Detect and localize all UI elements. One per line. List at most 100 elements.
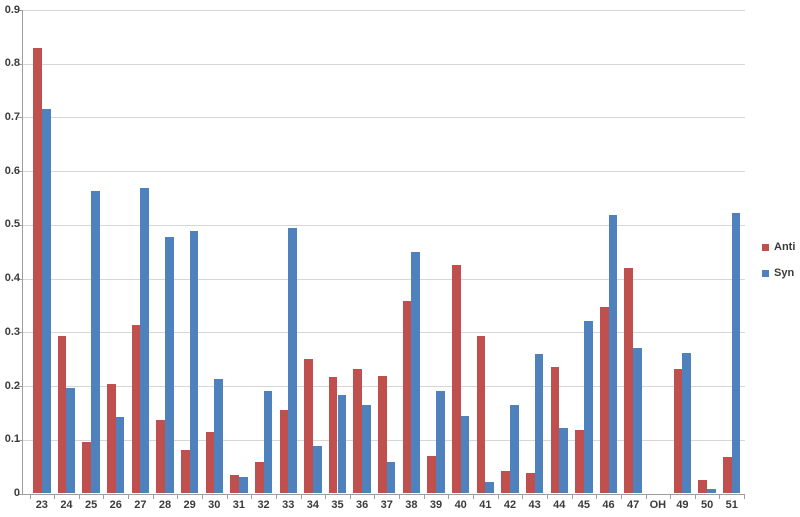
bar-syn-32 xyxy=(263,390,273,494)
x-axis-tick xyxy=(645,494,647,499)
x-axis-tick xyxy=(719,494,721,499)
legend-entry-syn: Syn xyxy=(762,267,795,280)
bar-anti-23 xyxy=(33,47,42,494)
bar-syn-49 xyxy=(682,352,692,494)
bar-anti-33 xyxy=(279,410,289,494)
bar-syn-39 xyxy=(436,391,445,494)
y-axis-label: 0.2 xyxy=(4,379,20,392)
x-axis-tick xyxy=(349,494,351,499)
bar-syn-36 xyxy=(362,405,371,494)
x-axis-line xyxy=(22,493,745,495)
bar-anti-37 xyxy=(378,375,387,494)
bar-syn-35 xyxy=(337,394,347,494)
y-axis-label: 0.3 xyxy=(4,325,20,338)
bar-anti-49 xyxy=(673,368,683,494)
x-axis-label: 51 xyxy=(725,499,738,511)
x-axis-label: 41 xyxy=(479,499,492,511)
bar-syn-26 xyxy=(115,416,125,494)
bar-syn-24 xyxy=(66,388,76,494)
bar-anti-47 xyxy=(624,267,634,494)
x-axis-tick xyxy=(128,494,130,499)
x-axis-label: 46 xyxy=(602,499,615,511)
legend-entry-anti: Anti xyxy=(762,241,795,254)
y-axis-label: 0.1 xyxy=(4,433,20,446)
bar-syn-30 xyxy=(214,379,223,494)
bar-anti-51 xyxy=(723,456,732,494)
gridline xyxy=(22,10,745,12)
x-axis-label: OH xyxy=(649,499,667,511)
bar-anti-50 xyxy=(698,480,708,494)
legend-label-anti: Anti xyxy=(774,241,796,253)
y-axis-tick xyxy=(18,439,22,441)
x-axis-label: 23 xyxy=(35,499,48,511)
bar-syn-40 xyxy=(460,416,470,494)
bar-syn-44 xyxy=(559,428,568,494)
x-axis-label: 40 xyxy=(454,499,467,511)
bar-anti-24 xyxy=(57,336,67,494)
bar-syn-38 xyxy=(411,252,421,494)
x-axis-label: 30 xyxy=(208,499,221,511)
x-axis-tick xyxy=(522,494,524,499)
y-axis-tick xyxy=(18,386,22,388)
x-axis-tick xyxy=(103,494,105,499)
y-axis-tick xyxy=(18,332,22,334)
y-axis-label: 0.4 xyxy=(4,272,20,285)
x-axis-label: 43 xyxy=(528,499,541,511)
bar-anti-38 xyxy=(402,300,412,494)
x-axis-tick xyxy=(152,494,154,499)
bar-syn-28 xyxy=(165,237,174,494)
y-axis-label: 0.8 xyxy=(4,57,20,70)
x-axis-tick xyxy=(374,494,376,499)
bar-anti-34 xyxy=(304,358,313,494)
x-axis-label: 39 xyxy=(429,499,443,511)
y-axis-label: 0.5 xyxy=(4,218,20,231)
bar-syn-34 xyxy=(312,446,322,494)
bar-syn-37 xyxy=(386,462,396,494)
bar-syn-50 xyxy=(707,489,716,494)
x-axis-tick xyxy=(300,494,302,499)
x-axis-label: 25 xyxy=(84,499,98,511)
bar-syn-47 xyxy=(633,347,642,494)
y-axis-line xyxy=(22,10,23,495)
x-axis-tick xyxy=(423,494,425,499)
y-axis-label: 0.7 xyxy=(4,110,20,123)
y-axis-label: 0.9 xyxy=(4,3,20,16)
y-axis-label: 0 xyxy=(13,487,20,499)
bar-anti-32 xyxy=(254,461,264,494)
x-axis-label: 28 xyxy=(158,499,172,511)
bar-anti-36 xyxy=(353,368,363,494)
x-axis-tick xyxy=(201,494,203,499)
x-axis-label: 50 xyxy=(700,499,714,511)
x-axis-tick xyxy=(473,494,475,499)
x-axis-label: 34 xyxy=(306,499,319,511)
x-axis-label: 35 xyxy=(331,499,344,511)
x-axis-label: 47 xyxy=(627,499,640,511)
bar-anti-25 xyxy=(82,442,92,494)
x-axis-label: 27 xyxy=(134,499,147,511)
x-axis-label: 26 xyxy=(109,499,122,511)
gridline xyxy=(22,117,745,119)
y-axis-tick xyxy=(18,224,22,226)
bar-syn-29 xyxy=(189,230,199,494)
bar-syn-27 xyxy=(140,187,150,494)
bar-syn-41 xyxy=(485,481,495,494)
x-axis-tick xyxy=(325,494,327,499)
x-axis-tick xyxy=(546,494,548,499)
bar-anti-31 xyxy=(230,475,239,494)
bar-syn-42 xyxy=(509,404,519,494)
x-axis-tick xyxy=(226,494,228,499)
bar-anti-42 xyxy=(501,470,510,494)
bar-anti-40 xyxy=(452,264,461,494)
bar-syn-25 xyxy=(91,190,100,494)
bar-anti-43 xyxy=(525,472,535,494)
legend-swatch-syn-icon xyxy=(762,270,769,277)
x-axis-tick xyxy=(497,494,499,499)
x-axis-label: 49 xyxy=(676,499,689,511)
bar-anti-46 xyxy=(599,307,609,494)
bar-anti-45 xyxy=(575,429,584,494)
x-axis-label: 37 xyxy=(380,499,393,511)
x-axis-label: 45 xyxy=(577,499,591,511)
x-axis-label: 33 xyxy=(282,499,295,511)
bar-anti-30 xyxy=(205,432,215,494)
bar-syn-43 xyxy=(534,354,544,494)
